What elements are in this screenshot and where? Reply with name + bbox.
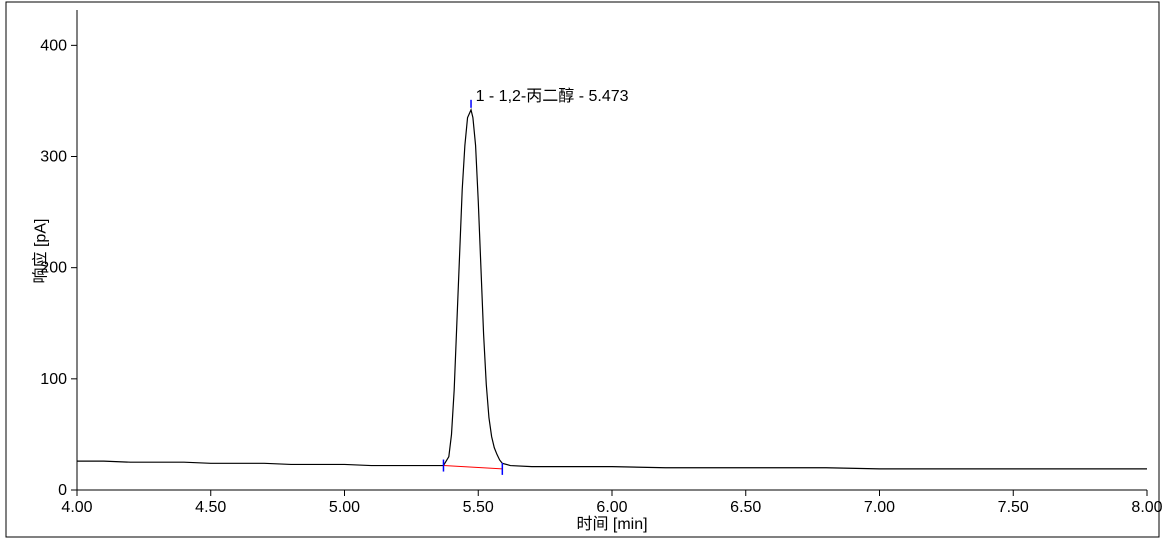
chart-svg: 4.004.505.005.506.006.507.007.508.000100…: [0, 0, 1165, 540]
outer-border: [6, 2, 1159, 537]
peak-label: 1 - 1,2-丙二醇 - 5.473: [476, 87, 629, 105]
chromatogram-chart: 4.004.505.005.506.006.507.007.508.000100…: [0, 0, 1165, 540]
peak-baseline: [443, 466, 502, 469]
y-tick-label: 100: [40, 371, 67, 388]
chromatogram-trace: [77, 110, 1147, 469]
y-tick-label: 300: [40, 149, 67, 166]
y-tick-label: 0: [58, 482, 67, 499]
y-axis-label: 响应 [pA]: [26, 219, 50, 284]
x-axis-label: 时间 [min]: [77, 510, 1147, 534]
y-tick-label: 400: [40, 37, 67, 54]
